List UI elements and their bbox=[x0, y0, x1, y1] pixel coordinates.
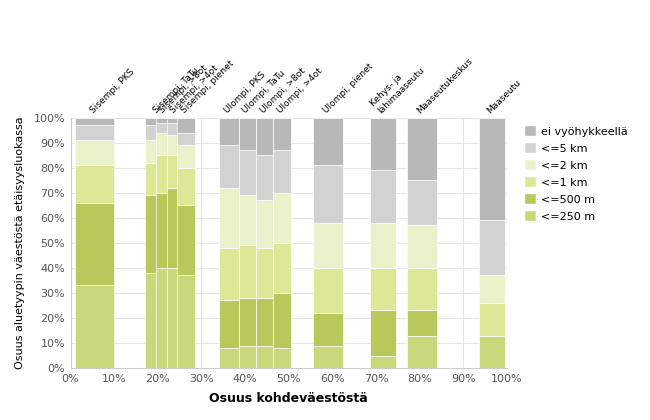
Bar bbox=[145, 195, 171, 273]
Bar bbox=[75, 125, 114, 140]
Bar bbox=[239, 150, 256, 195]
Bar bbox=[478, 303, 505, 336]
Bar bbox=[177, 205, 195, 276]
Bar bbox=[166, 155, 184, 188]
Bar bbox=[369, 118, 396, 170]
Bar bbox=[155, 155, 173, 193]
Bar bbox=[145, 163, 171, 195]
Bar bbox=[407, 310, 437, 336]
Bar bbox=[239, 298, 256, 346]
Bar bbox=[369, 268, 396, 310]
Bar bbox=[369, 356, 396, 368]
Bar bbox=[177, 118, 195, 133]
Bar bbox=[155, 118, 173, 123]
Bar bbox=[478, 276, 505, 303]
Text: Sisempi, pienet: Sisempi, pienet bbox=[180, 59, 236, 115]
Bar bbox=[256, 346, 274, 368]
Text: Sisempi, >4ot: Sisempi, >4ot bbox=[169, 64, 220, 115]
Text: Sisempi, >8ot: Sisempi, >8ot bbox=[158, 63, 209, 115]
Bar bbox=[274, 243, 291, 293]
Bar bbox=[256, 248, 274, 298]
Bar bbox=[75, 286, 114, 368]
Bar bbox=[274, 193, 291, 243]
Bar bbox=[407, 180, 437, 225]
Bar bbox=[155, 123, 173, 133]
Bar bbox=[369, 310, 396, 356]
Text: Maaseutu: Maaseutu bbox=[486, 78, 523, 115]
Bar bbox=[177, 133, 195, 145]
Bar bbox=[177, 145, 195, 168]
Bar bbox=[219, 188, 239, 248]
Bar bbox=[256, 298, 274, 346]
Bar bbox=[145, 125, 171, 140]
Bar bbox=[219, 248, 239, 300]
Bar bbox=[274, 293, 291, 348]
Bar bbox=[166, 268, 184, 368]
Bar bbox=[239, 195, 256, 245]
Bar bbox=[313, 223, 343, 268]
Bar bbox=[274, 348, 291, 368]
Bar bbox=[166, 123, 184, 135]
Legend: ei vyöhykkeellä, <=5 km, <=2 km, <=1 km, <=500 m, <=250 m: ei vyöhykkeellä, <=5 km, <=2 km, <=1 km,… bbox=[521, 123, 631, 225]
Bar bbox=[369, 223, 396, 268]
Bar bbox=[478, 336, 505, 368]
Text: Ulompi, pienet: Ulompi, pienet bbox=[322, 62, 375, 115]
Bar bbox=[313, 118, 343, 165]
Bar bbox=[166, 118, 184, 123]
Bar bbox=[219, 300, 239, 348]
Bar bbox=[256, 155, 274, 200]
Bar bbox=[407, 336, 437, 368]
Bar bbox=[313, 268, 343, 313]
Bar bbox=[75, 140, 114, 165]
Bar bbox=[166, 135, 184, 155]
Bar bbox=[155, 133, 173, 155]
Bar bbox=[155, 268, 173, 368]
Bar bbox=[219, 118, 239, 145]
Bar bbox=[256, 200, 274, 248]
Bar bbox=[256, 118, 274, 155]
Text: Sisempi, PKS: Sisempi, PKS bbox=[88, 68, 136, 115]
Bar bbox=[145, 118, 171, 125]
Bar bbox=[407, 225, 437, 268]
Y-axis label: Osuus aluetyypin väestöstä etäisyysluokassa: Osuus aluetyypin väestöstä etäisyysluoka… bbox=[15, 116, 25, 369]
Bar bbox=[177, 276, 195, 368]
Bar bbox=[75, 165, 114, 203]
Bar bbox=[219, 145, 239, 188]
Text: Ulompi, >8ot: Ulompi, >8ot bbox=[259, 66, 307, 115]
Bar bbox=[274, 150, 291, 193]
Bar bbox=[313, 346, 343, 368]
Bar bbox=[219, 348, 239, 368]
Text: Ulompi, PKS: Ulompi, PKS bbox=[222, 70, 267, 115]
Bar bbox=[166, 188, 184, 268]
Bar bbox=[274, 118, 291, 150]
Bar bbox=[478, 220, 505, 276]
Bar bbox=[313, 165, 343, 223]
Bar bbox=[407, 268, 437, 310]
Bar bbox=[407, 118, 437, 180]
Bar bbox=[75, 118, 114, 125]
Text: Ulompi, TaTu: Ulompi, TaTu bbox=[241, 69, 287, 115]
Text: Maaseutukeskus: Maaseutukeskus bbox=[415, 56, 474, 115]
Text: Ulompi, >4ot: Ulompi, >4ot bbox=[276, 66, 324, 115]
Bar bbox=[145, 140, 171, 163]
Bar bbox=[478, 118, 505, 220]
Bar bbox=[155, 193, 173, 268]
Bar bbox=[239, 346, 256, 368]
Bar bbox=[313, 313, 343, 346]
X-axis label: Osuus kohdeväestöstä: Osuus kohdeväestöstä bbox=[209, 392, 368, 405]
Bar bbox=[145, 273, 171, 368]
Bar bbox=[369, 170, 396, 223]
Text: Kehys- ja
lähimaaseutu: Kehys- ja lähimaaseutu bbox=[369, 58, 426, 115]
Bar bbox=[239, 118, 256, 150]
Bar bbox=[177, 168, 195, 205]
Bar bbox=[239, 245, 256, 298]
Bar bbox=[75, 203, 114, 286]
Text: Sisempi, TaTu: Sisempi, TaTu bbox=[151, 66, 201, 115]
